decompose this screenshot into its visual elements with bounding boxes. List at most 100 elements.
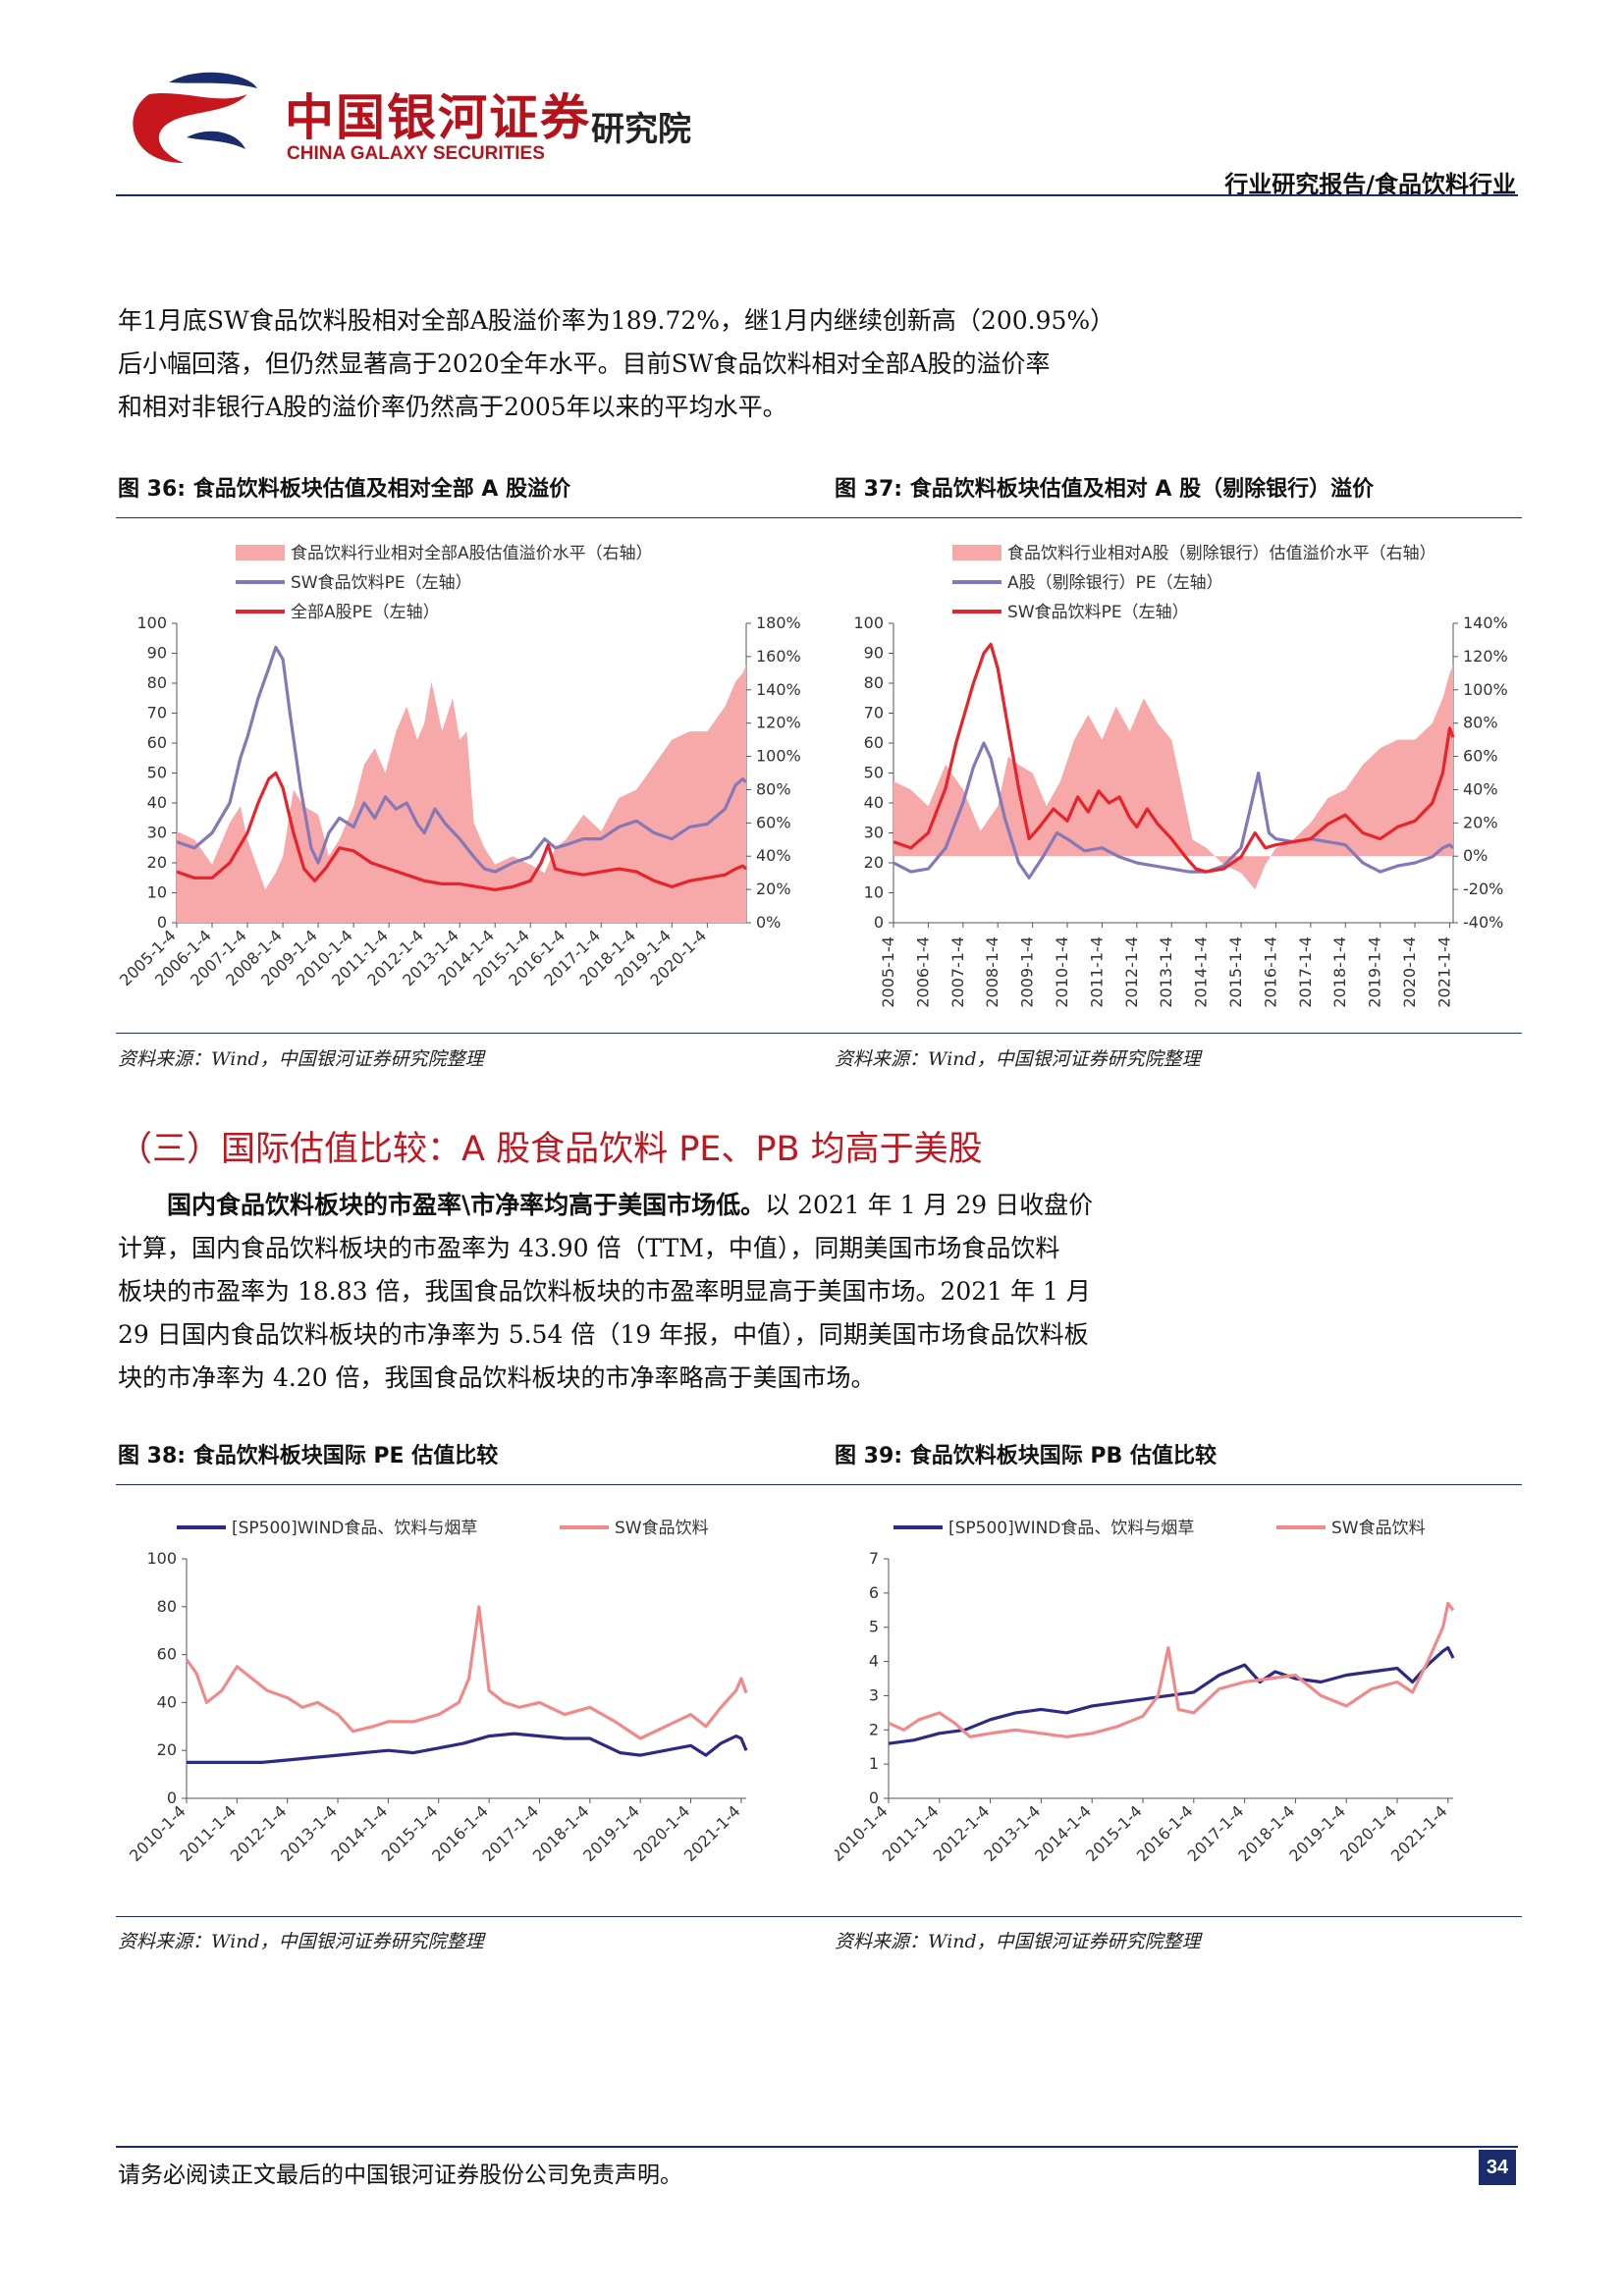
section3-line: 块的市净率为 4.20 倍，我国食品饮料板块的市净率略高于美国市场。	[118, 1363, 876, 1392]
y-tick-label: 60	[157, 1645, 177, 1664]
y-tick-label: 0	[157, 913, 167, 932]
y-tick-label: 0	[167, 1789, 177, 1807]
x-tick-label: 2008-1-4	[983, 936, 1001, 1008]
y-tick-label: 7	[869, 1549, 879, 1568]
legend-label: 食品饮料行业相对A股（剔除银行）估值溢价水平（右轴）	[1007, 544, 1436, 563]
y-right-tick-label: -20%	[1463, 880, 1503, 898]
fig39-chart: [SP500]WIND食品、饮料与烟草 SW食品饮料012345672010-1-…	[835, 1519, 1455, 1865]
logo-text-en: CHINA GALAXY SECURITIES	[287, 143, 545, 164]
footer-disclaimer: 请务必阅读正文最后的中国银河证券股份公司免责声明。	[118, 2163, 682, 2188]
legend-label: SW食品饮料	[615, 1519, 709, 1538]
y-tick-label: 40	[864, 793, 884, 812]
y-tick-label: 70	[147, 704, 167, 722]
fig38-title: 图 38: 食品饮料板块国际 PE 估值比较	[118, 1444, 499, 1468]
y-tick-label: 10	[147, 883, 167, 902]
legend-label: [SP500]WIND食品、饮料与烟草	[232, 1519, 477, 1538]
x-tick-label: 2009-1-4	[1018, 936, 1037, 1008]
fig-row1-bottom-rule	[116, 1033, 1522, 1034]
y-right-tick-label: 140%	[1463, 614, 1508, 632]
fig-row1-top-rule	[116, 517, 1522, 518]
y-tick-label: 0	[869, 1789, 879, 1807]
series-area	[893, 665, 1453, 890]
y-right-tick-label: 120%	[1463, 647, 1508, 666]
y-tick-label: 60	[864, 733, 884, 752]
x-tick-label: 2021-1-4	[1387, 1801, 1451, 1865]
y-right-tick-label: -40%	[1463, 913, 1503, 932]
y-tick-label: 6	[869, 1583, 879, 1602]
y-tick-label: 80	[864, 673, 884, 692]
series-line	[888, 1646, 1455, 1745]
logo: 中国银河证券 CHINA GALAXY SECURITIES 研究院	[118, 61, 746, 188]
y-tick-label: 90	[864, 644, 884, 663]
intro-line: 年1月底SW食品饮料股相对全部A股溢价率为189.72%，继1月内继续创新高（2…	[118, 306, 1115, 335]
y-tick-label: 80	[147, 673, 167, 692]
galaxy-swirl-icon	[133, 72, 257, 163]
y-right-tick-label: 40%	[1463, 779, 1498, 798]
x-tick-label: 2013-1-4	[1157, 936, 1175, 1008]
x-tick-label: 2012-1-4	[1122, 936, 1141, 1008]
legend-label: SW食品饮料PE（左轴）	[1007, 603, 1189, 622]
y-tick-label: 80	[157, 1597, 177, 1616]
legend-label: 食品饮料行业相对全部A股估值溢价水平（右轴）	[291, 544, 653, 563]
y-right-tick-label: 100%	[756, 747, 801, 766]
y-tick-label: 40	[157, 1692, 177, 1711]
section3-line: 板块的市盈率为 18.83 倍，我国食品饮料板块的市盈率明显高于美国市场。202…	[118, 1277, 1091, 1306]
y-tick-label: 0	[874, 913, 884, 932]
y-right-tick-label: 180%	[756, 614, 801, 632]
section3-lead: 国内食品饮料板块的市盈率\市净率均高于美国市场低。	[167, 1191, 766, 1219]
y-tick-label: 70	[864, 704, 884, 722]
fig39-source: 资料来源：Wind，中国银河证券研究院整理	[835, 1931, 1201, 1952]
x-tick-label: 2014-1-4	[1192, 936, 1211, 1008]
fig39-title: 图 39: 食品饮料板块国际 PB 估值比较	[835, 1444, 1217, 1468]
y-right-tick-label: 100%	[1463, 680, 1508, 699]
header-divider	[116, 194, 1518, 196]
intro-paragraph: 年1月底SW食品饮料股相对全部A股溢价率为189.72%，继1月内继续创新高（2…	[118, 299, 1178, 429]
section3-line: 以 2021 年 1 月 29 日收盘价	[765, 1191, 1094, 1219]
y-tick-label: 50	[864, 764, 884, 782]
fig36-source: 资料来源：Wind，中国银河证券研究院整理	[118, 1048, 484, 1070]
y-right-tick-label: 140%	[756, 680, 801, 699]
series-line	[176, 645, 748, 874]
report-type: 行业研究报告/食品饮料行业	[1224, 171, 1516, 198]
y-tick-label: 20	[157, 1740, 177, 1759]
y-right-tick-label: 160%	[756, 647, 801, 666]
fig37-chart: 食品饮料行业相对A股（剔除银行）估值溢价水平（右轴） A股（剔除银行）PE（左轴）…	[853, 544, 1508, 1008]
fig37-title: 图 37: 食品饮料板块估值及相对 A 股（剔除银行）溢价	[835, 477, 1375, 502]
x-tick-label: 2018-1-4	[1330, 936, 1349, 1008]
y-tick-label: 30	[864, 824, 884, 842]
series-line	[185, 1605, 748, 1740]
logo-text-cn: 中国银河证券	[285, 89, 591, 146]
legend-label: [SP500]WIND食品、饮料与烟草	[948, 1519, 1194, 1538]
x-tick-label: 2010-1-4	[1053, 936, 1071, 1008]
y-tick-label: 3	[869, 1685, 879, 1704]
logo-institute: 研究院	[591, 110, 691, 149]
y-tick-label: 20	[147, 853, 167, 872]
y-tick-label: 10	[864, 883, 884, 902]
y-right-tick-label: 20%	[756, 880, 791, 898]
x-tick-label: 2020-1-4	[1400, 936, 1419, 1008]
section3-paragraph: 国内食品饮料板块的市盈率\市净率均高于美国市场低。以 2021 年 1 月 29…	[118, 1184, 1178, 1227]
section3-paragraph-cont: 计算，国内食品饮料板块的市盈率为 43.90 倍（TTM，中值），同期美国市场食…	[118, 1227, 1178, 1400]
fig37-source: 资料来源：Wind，中国银河证券研究院整理	[835, 1048, 1201, 1070]
y-tick-label: 30	[147, 824, 167, 842]
series-line	[176, 771, 748, 891]
y-right-tick-label: 0%	[756, 913, 781, 932]
legend-swatch	[236, 545, 285, 561]
fig36-title: 图 36: 食品饮料板块估值及相对全部 A 股溢价	[118, 477, 571, 502]
y-right-tick-label: 80%	[756, 779, 791, 798]
y-tick-label: 90	[147, 644, 167, 663]
y-tick-label: 40	[147, 793, 167, 812]
y-right-tick-label: 60%	[1463, 747, 1498, 766]
x-tick-label: 2016-1-4	[1261, 936, 1279, 1008]
x-tick-label: 2005-1-4	[879, 936, 897, 1008]
y-tick-label: 100	[146, 1549, 177, 1568]
series-line	[893, 741, 1455, 880]
y-tick-label: 2	[869, 1720, 879, 1738]
y-right-tick-label: 20%	[1463, 813, 1498, 831]
x-tick-label: 2021-1-4	[1435, 936, 1453, 1008]
x-tick-label: 2017-1-4	[1296, 936, 1315, 1008]
y-tick-label: 4	[869, 1652, 879, 1671]
x-tick-label: 2015-1-4	[1226, 936, 1245, 1008]
fig36-chart: 食品饮料行业相对全部A股估值溢价水平（右轴） SW食品饮料PE（左轴） 全部A股PE…	[118, 544, 801, 989]
y-right-tick-label: 120%	[756, 714, 801, 732]
